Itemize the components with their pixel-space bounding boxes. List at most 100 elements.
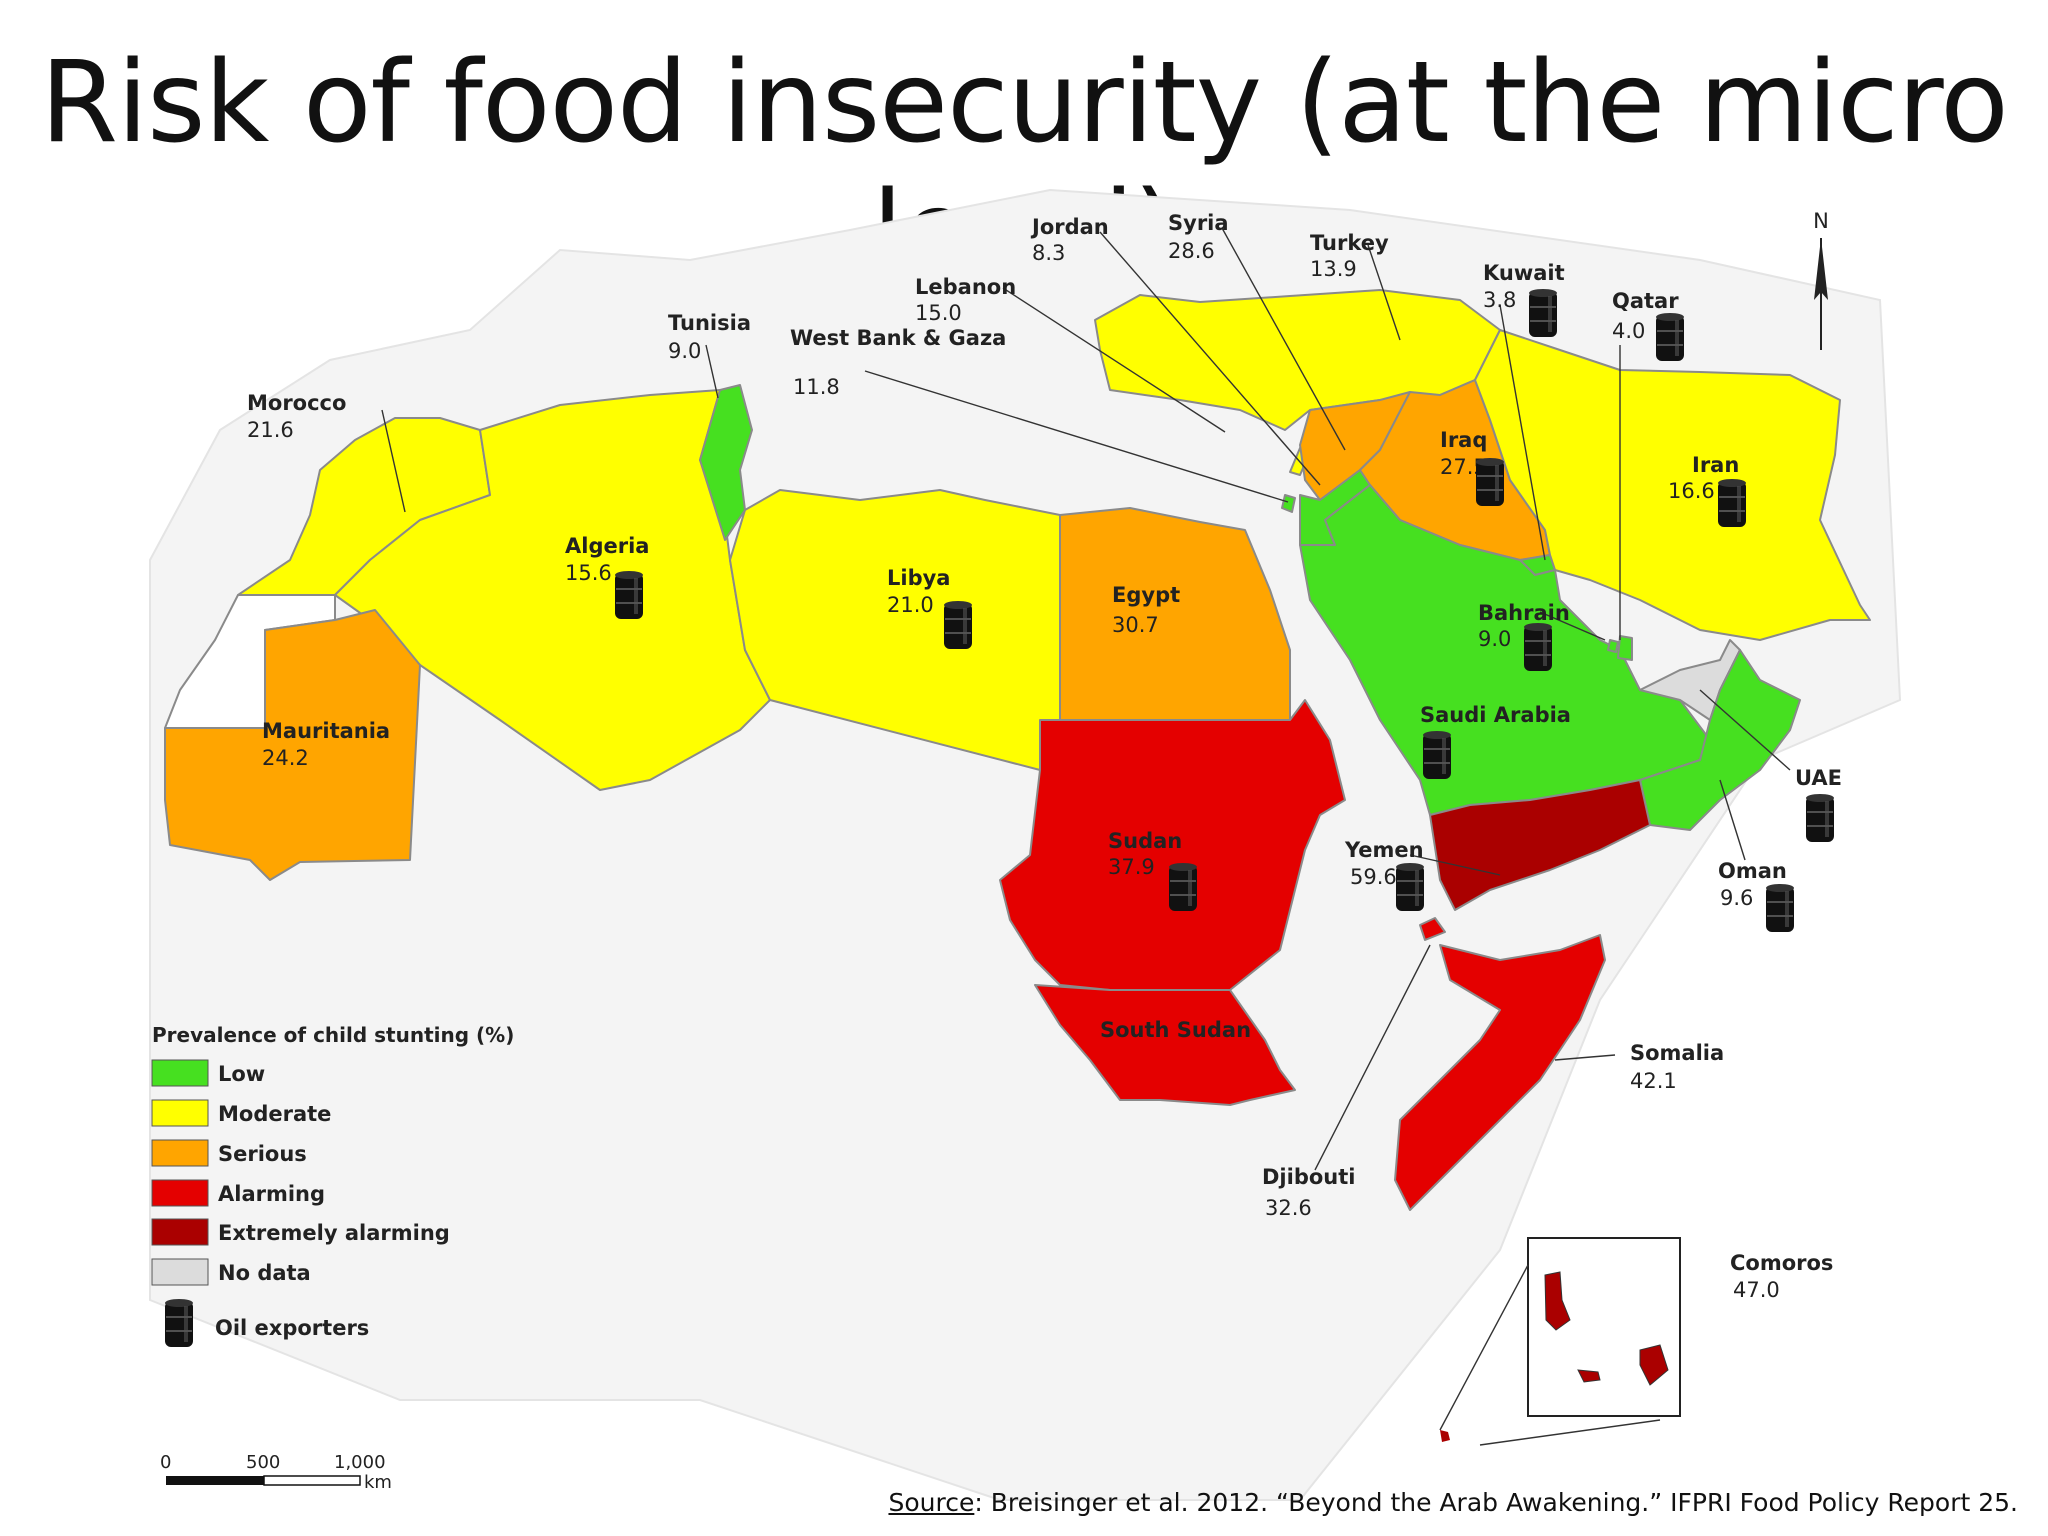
legend-swatch-low <box>151 1059 209 1087</box>
label-djibouti: Djibouti <box>1262 1165 1355 1189</box>
legend-label-oil-exporters: Oil exporters <box>215 1316 369 1340</box>
value-oman: 9.6 <box>1720 886 1753 910</box>
legend-label-low: Low <box>218 1062 265 1086</box>
country-qatar[interactable] <box>1617 635 1633 661</box>
label-algeria: Algeria <box>565 534 649 558</box>
country-west-bank-gaza[interactable] <box>1281 494 1296 513</box>
label-libya: Libya <box>887 566 950 590</box>
legend-swatch-no-data <box>151 1258 209 1286</box>
label-kuwait: Kuwait <box>1483 261 1565 285</box>
legend-swatch-alarming <box>151 1179 209 1207</box>
oil-barrel-icon <box>1765 883 1795 933</box>
value-libya: 21.0 <box>887 593 934 617</box>
legend-swatch-moderate <box>151 1099 209 1127</box>
country-bahrain[interactable] <box>1607 639 1619 653</box>
value-comoros: 47.0 <box>1733 1278 1780 1302</box>
value-yemen: 59.6 <box>1350 865 1397 889</box>
label-turkey: Turkey <box>1310 231 1389 255</box>
label-qatar: Qatar <box>1612 289 1679 313</box>
value-kuwait: 3.8 <box>1483 288 1516 312</box>
value-bahrain: 9.0 <box>1478 627 1511 651</box>
comoros-island-anjouan <box>1639 1344 1669 1386</box>
country-tunisia[interactable] <box>699 384 753 541</box>
oil-barrel-icon <box>1422 730 1452 780</box>
compass-north-arrow: N <box>1813 209 1829 350</box>
countries-layer <box>164 289 1871 1211</box>
scale-bar-empty <box>263 1475 361 1486</box>
label-somalia: Somalia <box>1630 1041 1724 1065</box>
label-egypt: Egypt <box>1112 583 1180 607</box>
value-sudan: 37.9 <box>1108 855 1155 879</box>
scale-unit: km <box>364 1472 392 1493</box>
value-jordan: 8.3 <box>1032 241 1065 265</box>
oil-barrel-icon <box>1168 862 1198 912</box>
country-yemen[interactable] <box>1429 779 1651 911</box>
label-comoros: Comoros <box>1730 1251 1833 1275</box>
legend-label-extremely-alarming: Extremely alarming <box>218 1221 450 1245</box>
legend-swatch-extremely-alarming <box>151 1218 209 1246</box>
label-oman: Oman <box>1718 859 1787 883</box>
country-mauritania[interactable] <box>164 609 421 881</box>
legend-label-moderate: Moderate <box>218 1102 331 1126</box>
scale-bar: 0 500 1,000 km <box>160 1452 392 1493</box>
oil-barrel-icon <box>1717 478 1747 528</box>
comoros-island-grande <box>1544 1271 1571 1331</box>
scale-tick-0: 0 <box>160 1452 171 1473</box>
value-tunisia: 9.0 <box>668 339 701 363</box>
value-turkey: 13.9 <box>1310 257 1357 281</box>
value-mauritania: 24.2 <box>262 746 309 770</box>
label-west-bank-gaza: West Bank & Gaza <box>790 326 1006 350</box>
comoros-inset <box>1439 1237 1681 1446</box>
scale-tick-1000: 1,000 <box>334 1452 386 1473</box>
label-jordan: Jordan <box>1030 215 1109 239</box>
country-somalia[interactable] <box>1394 934 1606 1211</box>
legend-label-no-data: No data <box>218 1261 311 1285</box>
oil-barrel-icon <box>1655 312 1685 362</box>
value-qatar: 4.0 <box>1612 319 1645 343</box>
compass-label: N <box>1813 209 1829 233</box>
value-syria: 28.6 <box>1168 239 1215 263</box>
label-bahrain: Bahrain <box>1478 601 1570 625</box>
country-south-sudan[interactable] <box>1034 984 1296 1106</box>
source-citation: Source: Breisinger et al. 2012. “Beyond … <box>888 1488 2018 1517</box>
value-lebanon: 15.0 <box>915 301 962 325</box>
scale-bar-filled <box>166 1476 264 1485</box>
legend: Prevalence of child stunting (%) Low Mod… <box>151 1023 514 1348</box>
legend-swatch-serious <box>151 1139 209 1167</box>
label-iraq: Iraq <box>1440 428 1487 452</box>
country-iran[interactable] <box>1474 329 1871 641</box>
oil-barrel-icon <box>614 570 644 620</box>
value-iran: 16.6 <box>1668 479 1715 503</box>
value-somalia: 42.1 <box>1630 1069 1677 1093</box>
oil-barrel-icon <box>1805 793 1835 843</box>
value-morocco: 21.6 <box>247 418 294 442</box>
label-uae: UAE <box>1795 766 1842 790</box>
source-text: : Breisinger et al. 2012. “Beyond the Ar… <box>974 1488 2018 1517</box>
legend-title: Prevalence of child stunting (%) <box>152 1023 514 1047</box>
country-djibouti[interactable] <box>1419 917 1446 941</box>
value-egypt: 30.7 <box>1112 613 1159 637</box>
oil-barrel-icon <box>1475 457 1505 507</box>
label-south-sudan: South Sudan <box>1100 1018 1251 1042</box>
source-prefix: Source <box>888 1488 975 1517</box>
oil-barrel-icon <box>164 1298 194 1348</box>
value-djibouti: 32.6 <box>1265 1196 1312 1220</box>
comoros-map-location <box>1440 1430 1450 1442</box>
label-iran: Iran <box>1692 453 1739 477</box>
leader-lines <box>381 227 1791 1171</box>
label-mauritania: Mauritania <box>262 719 390 743</box>
legend-label-alarming: Alarming <box>218 1182 325 1206</box>
oil-barrel-icon <box>943 600 973 650</box>
inset-frame <box>1527 1237 1681 1417</box>
oil-barrel-icon <box>1523 622 1553 672</box>
scale-tick-500: 500 <box>246 1452 280 1473</box>
label-saudi-arabia: Saudi Arabia <box>1420 703 1571 727</box>
label-yemen: Yemen <box>1344 838 1424 862</box>
label-tunisia: Tunisia <box>668 311 751 335</box>
label-sudan: Sudan <box>1108 829 1182 853</box>
comoros-island-moheli <box>1577 1369 1601 1383</box>
label-lebanon: Lebanon <box>915 275 1016 299</box>
label-morocco: Morocco <box>247 391 346 415</box>
value-algeria: 15.6 <box>565 561 612 585</box>
